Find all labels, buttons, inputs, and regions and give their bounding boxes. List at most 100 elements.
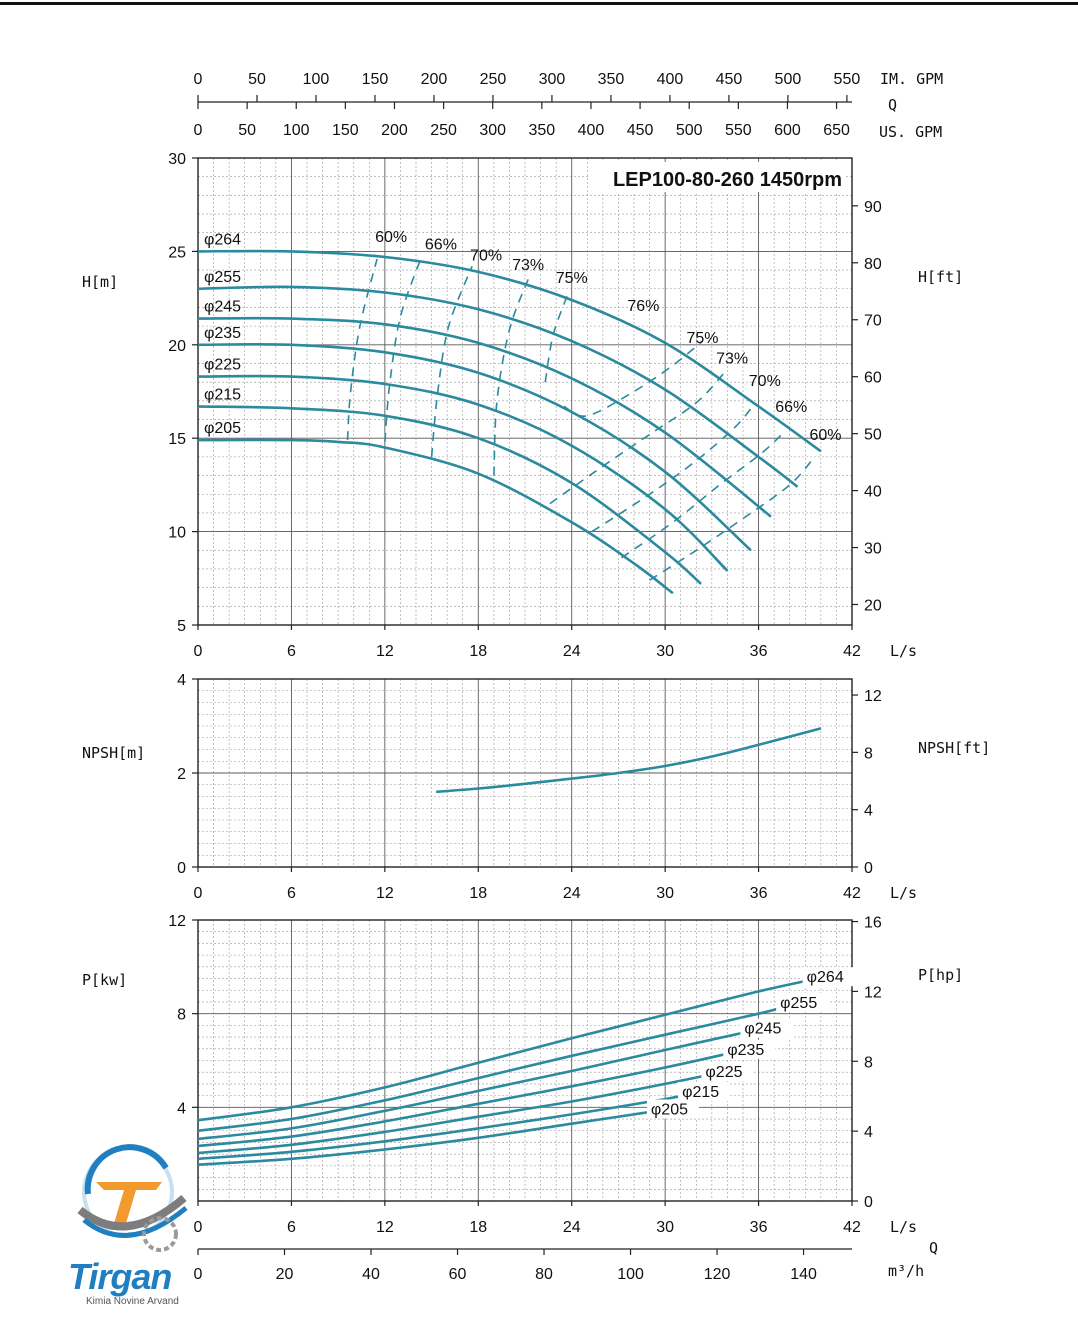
us-gpm-tick-label: 500 — [676, 122, 703, 139]
head-y-right-tick-label: 40 — [864, 484, 882, 501]
efficiency-label: 60% — [375, 229, 407, 246]
power-plot-frame — [197, 919, 853, 1202]
efficiency-line-66% — [384, 254, 423, 442]
efficiency-label: 73% — [512, 257, 544, 274]
head-x-tick-label: 24 — [563, 643, 581, 660]
im-gpm-tick-label: 350 — [598, 71, 625, 88]
head-curve-label: φ235 — [204, 325, 241, 342]
head-x-tick-label: 0 — [194, 643, 203, 660]
m3h-axis-label: m³/h — [888, 1262, 924, 1280]
us-gpm-tick-label: 100 — [283, 122, 310, 139]
power-curve-φ225 — [197, 1069, 728, 1155]
head-y-tick-label: 25 — [168, 244, 186, 261]
power-curve-label-bg — [740, 1018, 793, 1038]
head-curve-φ215 — [197, 405, 702, 585]
head-x-tick-label: 42 — [843, 643, 861, 660]
power-y-tick-label: 4 — [177, 1100, 186, 1117]
head-y-tick-label: 20 — [168, 338, 186, 355]
head-x-tick-label: 12 — [376, 643, 394, 660]
head-y-tick-label: 15 — [168, 431, 186, 448]
head-y-right-tick-label: 50 — [864, 427, 882, 444]
logo-subtitle: Kimia Novine Arvand — [86, 1296, 179, 1307]
power-x-tick-label: 24 — [563, 1219, 581, 1236]
head-curve-label: φ205 — [204, 420, 241, 437]
power-curve-label-bg — [802, 967, 855, 987]
npsh-y-right-tick-label: 8 — [864, 745, 873, 762]
head-curve-φ255 — [197, 285, 799, 488]
head-x-tick-label: 30 — [656, 643, 674, 660]
top-border-line — [0, 2, 1078, 5]
npsh-y-right-tick-label: 4 — [864, 803, 873, 820]
head-curve-φ235 — [197, 342, 752, 552]
q-axis-label: Q — [888, 96, 897, 114]
power-curve-label-bg — [776, 992, 829, 1012]
im-gpm-tick-label: 450 — [716, 71, 743, 88]
head-y-right-tick-label: 70 — [864, 313, 882, 330]
us-gpm-tick-label: 550 — [725, 122, 752, 139]
im-gpm-axis-label: IM. GPM — [880, 70, 943, 88]
m3h-tick-label: 0 — [194, 1266, 203, 1283]
head-y-tick-label: 10 — [168, 525, 186, 542]
efficiency-label: 66% — [425, 237, 457, 254]
head-curve-φ225 — [197, 374, 729, 572]
head-curve-label: φ255 — [204, 269, 241, 286]
head-y-tick-label: 5 — [177, 618, 186, 635]
power-y-right-tick-label: 4 — [864, 1124, 873, 1141]
power-x-tick-label: 36 — [750, 1219, 768, 1236]
efficiency-label: 60% — [810, 427, 842, 444]
npsh-x-axis-label: L/s — [890, 884, 917, 902]
head-y-right-tick-label: 90 — [864, 199, 882, 216]
power-curve-φ245 — [197, 1026, 767, 1141]
power-curve-label: φ264 — [807, 969, 844, 986]
efficiency-label: 70% — [749, 373, 781, 390]
power-curve-label: φ245 — [744, 1021, 781, 1038]
npsh-y-tick-label: 0 — [177, 860, 186, 877]
chart-title-box — [588, 162, 846, 192]
power-curve-label-bg — [646, 1099, 699, 1119]
npsh-y-right-tick-label: 0 — [864, 860, 873, 877]
im-gpm-tick-label: 300 — [539, 71, 566, 88]
m3h-q-label: Q — [929, 1239, 938, 1257]
im-gpm-tick-label: 150 — [362, 71, 389, 88]
chart-title: LEP100-80-260 1450rpm — [613, 169, 842, 191]
power-y-tick-label: 12 — [168, 913, 186, 930]
power-x-tick-label: 0 — [194, 1219, 203, 1236]
head-plot-frame — [197, 157, 853, 626]
power-curve-label: φ255 — [780, 995, 817, 1012]
efficiency-label: 76% — [627, 298, 659, 315]
im-gpm-tick-label: 0 — [194, 71, 203, 88]
power-y-right-tick-label: 16 — [864, 915, 882, 932]
m3h-tick-label: 80 — [535, 1266, 553, 1283]
npsh-x-tick-label: 18 — [469, 885, 487, 902]
npsh-x-tick-label: 36 — [750, 885, 768, 902]
head-x-tick-label: 18 — [469, 643, 487, 660]
head-curve-label: φ225 — [204, 357, 241, 374]
power-y-right-tick-label: 0 — [864, 1194, 873, 1211]
npsh-x-tick-label: 12 — [376, 885, 394, 902]
head-y-right-tick-label: 60 — [864, 370, 882, 387]
efficiency-label: 73% — [716, 350, 748, 367]
us-gpm-tick-label: 350 — [528, 122, 555, 139]
power-curve-label: φ215 — [682, 1084, 719, 1101]
power-y-right-tick-label: 8 — [864, 1054, 873, 1071]
efficiency-label: 66% — [775, 399, 807, 416]
im-gpm-tick-label: 100 — [303, 71, 330, 88]
npsh-y-axis-label: NPSH[m] — [82, 744, 145, 762]
im-gpm-tick-label: 500 — [775, 71, 802, 88]
us-gpm-tick-label: 150 — [332, 122, 359, 139]
head-x-tick-label: 6 — [287, 643, 296, 660]
head-curve-φ205 — [197, 438, 674, 595]
us-gpm-tick-label: 450 — [627, 122, 654, 139]
efficiency-label: 70% — [470, 248, 502, 265]
us-gpm-tick-label: 650 — [823, 122, 850, 139]
us-gpm-tick-label: 600 — [774, 122, 801, 139]
head-x-tick-label: 36 — [750, 643, 768, 660]
npsh-y-right-axis-label: NPSH[ft] — [918, 739, 990, 757]
us-gpm-tick-label: 50 — [238, 122, 256, 139]
power-x-tick-label: 42 — [843, 1219, 861, 1236]
power-curve-φ255 — [197, 1000, 803, 1133]
m3h-tick-label: 100 — [617, 1266, 644, 1283]
head-y-axis-label: H[m] — [82, 273, 118, 291]
power-curve-label: φ205 — [651, 1102, 688, 1119]
